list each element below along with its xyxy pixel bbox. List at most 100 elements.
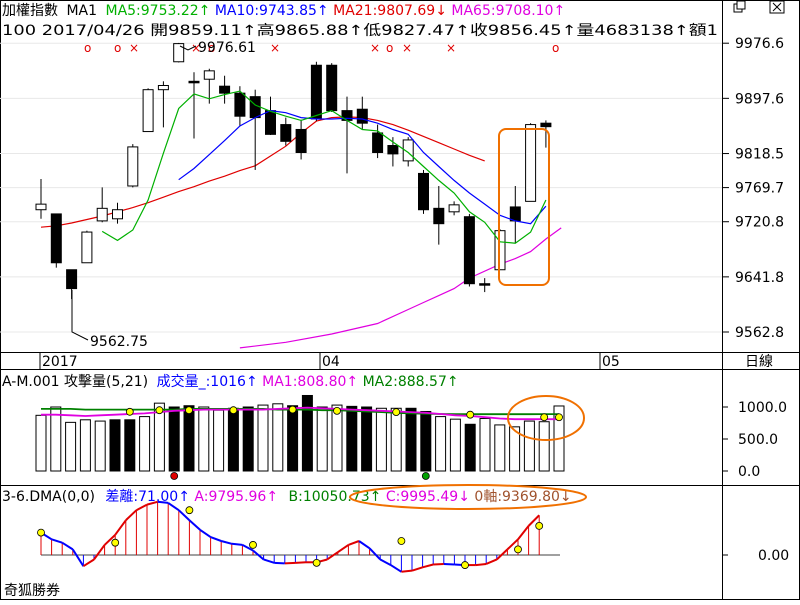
volume-marker: [229, 406, 238, 415]
dma-line-segment: [210, 536, 222, 542]
price-axis: 9976.6 9897.6 9818.5 9769.7 9720.8 9641.8 9562…: [722, 36, 784, 341]
dma-line-segment: [93, 544, 106, 561]
volume-bar: [538, 421, 550, 472]
candle-down: [356, 108, 368, 124]
date-axis: 2017 04 05 日線: [39, 352, 773, 370]
candle-up: [173, 43, 185, 63]
volume-marker: [125, 407, 134, 416]
ma65-polyline: [239, 227, 562, 349]
dma-highlight: [349, 484, 587, 510]
dma-line-segment: [82, 558, 95, 568]
volume-bar: [287, 405, 299, 472]
volume-tick-label: 0.0: [738, 464, 760, 480]
candle-down: [387, 145, 399, 155]
header-legend: 加權指數 MA1 MA5:9753.22↑ MA10:9743.85↑ MA21…: [2, 3, 565, 19]
price-tick-label: 9720.8: [735, 215, 784, 231]
volume-marker: [155, 406, 164, 415]
dma-line-segment: [358, 540, 371, 550]
candle-up: [127, 146, 139, 187]
volume-marker: [540, 413, 549, 422]
signal-marker: ×: [446, 41, 456, 55]
candle-up: [203, 70, 215, 80]
volume-bar: [168, 406, 180, 472]
period-label: 日線: [745, 354, 773, 370]
candle-down: [280, 124, 292, 142]
volume-marker: [392, 408, 401, 417]
dma-line-segment: [390, 564, 402, 573]
dma-line-segment: [178, 509, 191, 522]
ma65-legend: MA65:9708.10↑: [451, 3, 565, 19]
signal-marker: o: [552, 41, 559, 55]
candle-up: [81, 231, 93, 264]
volume-bar: [79, 419, 91, 472]
signal-marker: o: [84, 41, 91, 55]
volume-bar: [65, 421, 77, 472]
volume-value: 成交量_:1016↑: [157, 373, 258, 390]
candle-up: [35, 203, 47, 211]
signal-marker: ×: [370, 41, 380, 55]
volume-marker: [466, 410, 475, 419]
volume-ma2: MA2:888.57↑: [363, 374, 459, 390]
volume-marker: [333, 406, 341, 415]
volume-bar: [420, 410, 432, 472]
dma-marker: [514, 545, 522, 554]
dma-line-segment: [517, 525, 530, 540]
signal-marker: ×: [129, 41, 139, 55]
signal-marker: ×: [270, 41, 280, 55]
volume-bar: [94, 420, 106, 472]
close-icon[interactable]: [769, 0, 785, 14]
candle-up: [112, 209, 123, 220]
date-05: 05: [602, 354, 620, 370]
dma-marker: [461, 561, 469, 569]
dma-line-segment: [114, 519, 127, 536]
restore-icon[interactable]: [733, 0, 746, 13]
price-tick-label: 9818.5: [735, 147, 784, 163]
price-tick-label: 9769.7: [735, 181, 784, 197]
price-tick-label: 9562.8: [735, 325, 784, 341]
ma10-polyline: [178, 109, 547, 225]
volume-bar: [405, 407, 417, 472]
signal-marker: ×: [191, 41, 201, 55]
dma-line-segment: [337, 544, 349, 554]
volume-bar: [227, 407, 239, 472]
ma5-polyline: [101, 90, 547, 244]
volume-marker: [185, 406, 193, 415]
price-tick-label: 9641.8: [735, 270, 784, 286]
dma-line-segment: [103, 534, 116, 546]
signal-marker: o: [386, 41, 393, 55]
dma-a: A:9795.96↑: [194, 489, 278, 505]
volume-bar: [213, 409, 225, 472]
volume-bar: [449, 418, 461, 472]
candle-down: [463, 216, 475, 285]
highlight-box: [498, 128, 550, 286]
candle-down: [249, 96, 261, 119]
volume-marker: [288, 405, 297, 414]
dma-line-segment: [231, 542, 243, 546]
dma-line-segment: [379, 558, 392, 566]
volume-marker-red: [170, 472, 179, 480]
ma65-line: [239, 227, 562, 349]
candle-down: [234, 92, 246, 117]
candle-up: [142, 89, 154, 133]
dma-line-segment: [475, 562, 487, 567]
candle-up: [448, 204, 460, 213]
dma-line-segment: [401, 569, 413, 573]
candle-down: [326, 64, 338, 112]
dma-diff: 差離:71.00↑: [105, 488, 190, 505]
low-annotation: 9562.75: [71, 290, 148, 350]
volume-bar: [153, 402, 165, 472]
dma-line-segment: [368, 547, 381, 561]
dma-line-segment: [284, 561, 296, 565]
svg-text:9562.75: 9562.75: [90, 334, 148, 350]
dma-histogram: [37, 500, 560, 573]
volume-bar: [346, 405, 358, 472]
dma-line-segment: [146, 500, 158, 506]
volume-bar: [390, 407, 402, 472]
volume-bar: [198, 406, 210, 472]
volume-tick-label: 1000.0: [738, 400, 787, 416]
dma-line-segment: [274, 561, 285, 565]
dma-zero-axis: 0軸:9369.80↓: [474, 489, 571, 505]
candle-down: [479, 283, 491, 286]
dma-line-segment: [167, 502, 180, 512]
